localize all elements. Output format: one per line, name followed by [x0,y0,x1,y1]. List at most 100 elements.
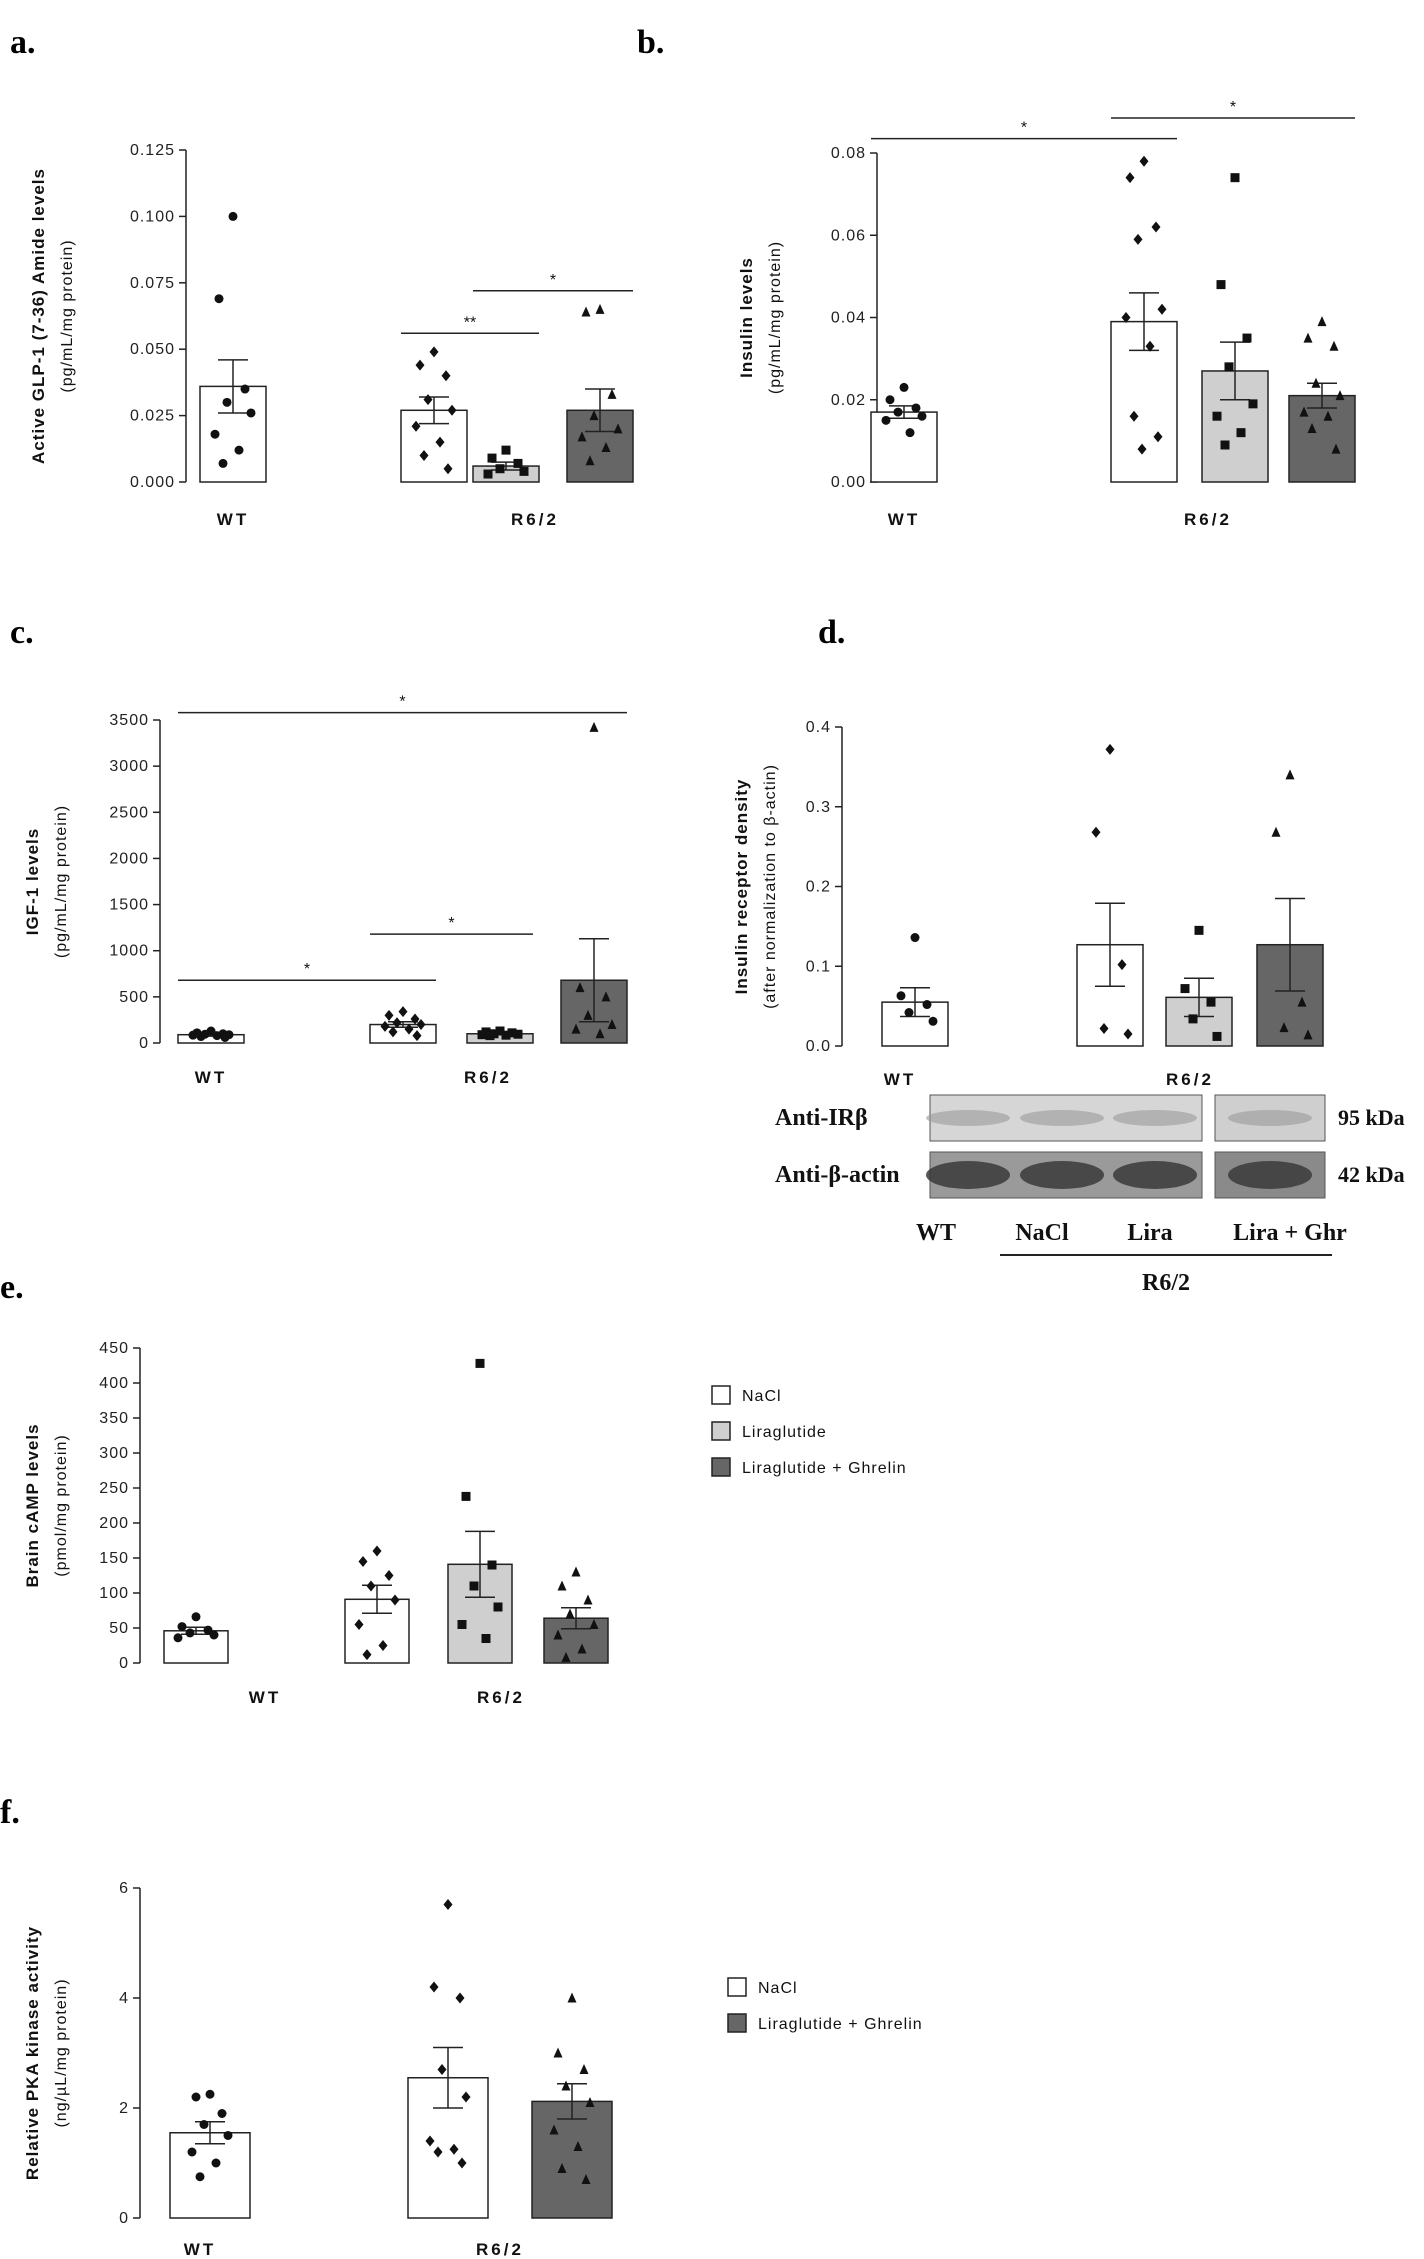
data-point [922,1000,932,1010]
blot-band [1228,1110,1312,1126]
data-point [881,415,891,425]
panel-letter: e. [0,1269,24,1306]
chart-c: c. 0 500 1000 1500 2000 2500 3000 3500 IGF-1 leve… [10,614,628,1087]
data-point [1121,312,1131,323]
data-point [1220,440,1230,450]
blot-lane-label: Lira + Ghr [1233,1220,1347,1246]
y-tick-label: 0.000 [130,474,175,491]
data-point [358,1556,368,1567]
data-point [893,407,903,417]
data-point [461,2091,471,2103]
data-point [896,991,906,1001]
data-point [404,1023,414,1035]
data-point [501,1030,511,1040]
y-tick-label: 150 [99,1550,129,1567]
x-group-label: R6/2 [511,510,559,529]
data-point [910,933,920,943]
data-point [493,1602,503,1612]
bar [870,411,938,483]
data-point [475,1358,485,1368]
y-tick-label: 0.3 [806,799,831,816]
data-point [553,1629,563,1640]
data-point [1133,233,1143,245]
legend-swatch [711,1457,731,1477]
legend-label: Liraglutide + Ghrelin [742,1460,907,1477]
y-tick-label: 2 [119,2100,129,2117]
data-point [904,1008,914,1018]
chart-f: f. 0 2 4 6 Relative PKA kinase activity (ng/µL… [0,1794,613,2259]
y-axis-label: Insulin receptor density [732,779,751,995]
data-point [1303,332,1313,343]
data-point [1125,172,1135,184]
data-point [1242,333,1252,343]
data-point [1311,377,1321,388]
data-point [1271,826,1281,837]
data-point [469,1581,479,1591]
data-point [595,303,605,314]
bar [169,2132,251,2219]
y-tick-label: 0.0 [806,1038,831,1055]
data-point [234,445,244,455]
data-point [461,1491,471,1501]
x-group-label: R6/2 [477,1688,525,1707]
legend-swatch [727,1977,747,1997]
y-tick-label: 0 [139,1035,149,1052]
data-point [214,294,224,304]
data-point [209,1630,219,1640]
chart-a: a. 0.000 0.025 0.050 0.075 0.100 0.125 Active G… [10,24,634,529]
data-point [443,463,453,475]
blot-band [1020,1161,1104,1189]
y-tick-label: 4 [119,1990,129,2007]
y-tick-label: 450 [99,1340,129,1357]
y-tick-label: 0.06 [831,227,866,244]
data-point [1212,1031,1222,1041]
y-tick-label: 2000 [109,850,149,867]
blot-kda-label: 95 kDa [1338,1105,1405,1130]
y-axis-label: Insulin levels [737,257,756,378]
data-point [177,1622,187,1632]
data-point [191,1612,201,1622]
data-point [501,445,511,455]
panel-letter: c. [10,614,34,651]
y-tick-label: 100 [99,1585,129,1602]
y-tick-label: 0.04 [831,310,866,327]
y-axis-label: IGF-1 levels [23,828,42,935]
x-group-label: R6/2 [476,2240,524,2259]
data-point [415,359,425,371]
chart-b: b. 0.00 0.02 0.04 0.06 0.08 Insulin levels (pg/… [637,24,1356,529]
data-point [372,1545,382,1557]
legend-swatch [711,1421,731,1441]
y-tick-label: 0.100 [130,208,175,225]
data-point [187,2147,197,2157]
data-point [477,1030,487,1040]
data-point [1224,362,1234,372]
data-point [585,455,595,466]
legend-label: Liraglutide [742,1424,827,1441]
data-point [561,1651,571,1662]
data-point [191,2092,201,2102]
data-point [1117,959,1127,971]
data-point [173,1633,183,1643]
y-tick-label: 0.1 [806,958,831,975]
data-point [390,1594,400,1606]
data-point [419,449,429,461]
bar [344,1598,410,1664]
data-point [1331,443,1341,454]
data-point [188,1030,198,1040]
data-point [362,1649,372,1661]
data-point [1145,340,1155,352]
y-tick-label: 0.00 [831,474,866,491]
data-point [549,2124,559,2135]
data-point [1230,173,1240,183]
data-point [203,1625,213,1635]
data-point [583,1009,593,1020]
data-point [575,982,585,993]
data-point [199,2120,209,2129]
data-point [601,441,611,452]
data-point [487,453,497,463]
data-point [1329,340,1339,351]
blot-kda-label: 42 kDa [1338,1162,1405,1187]
data-point [1212,411,1222,421]
data-point [1206,997,1216,1007]
